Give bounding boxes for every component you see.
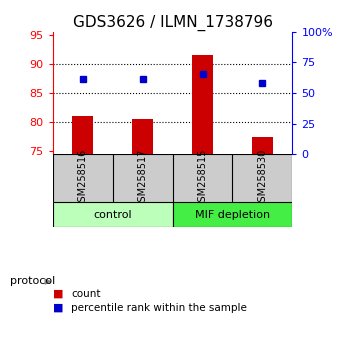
Text: count: count — [71, 289, 101, 299]
Bar — [192, 55, 213, 154]
Text: ■: ■ — [53, 303, 63, 313]
Bar — [72, 116, 93, 154]
Bar — [132, 119, 153, 154]
Bar — [252, 137, 273, 154]
Text: control: control — [93, 210, 132, 219]
Text: protocol: protocol — [10, 276, 55, 286]
Text: GSM258530: GSM258530 — [257, 149, 268, 208]
Title: GDS3626 / ILMN_1738796: GDS3626 / ILMN_1738796 — [72, 14, 273, 30]
Text: ■: ■ — [53, 289, 63, 299]
Text: GSM258515: GSM258515 — [198, 149, 207, 208]
Text: GSM258516: GSM258516 — [78, 149, 88, 208]
Text: MIF depletion: MIF depletion — [195, 210, 270, 219]
Text: GSM258517: GSM258517 — [138, 149, 148, 208]
Text: percentile rank within the sample: percentile rank within the sample — [71, 303, 247, 313]
Bar — [53, 202, 172, 227]
Bar — [172, 202, 292, 227]
